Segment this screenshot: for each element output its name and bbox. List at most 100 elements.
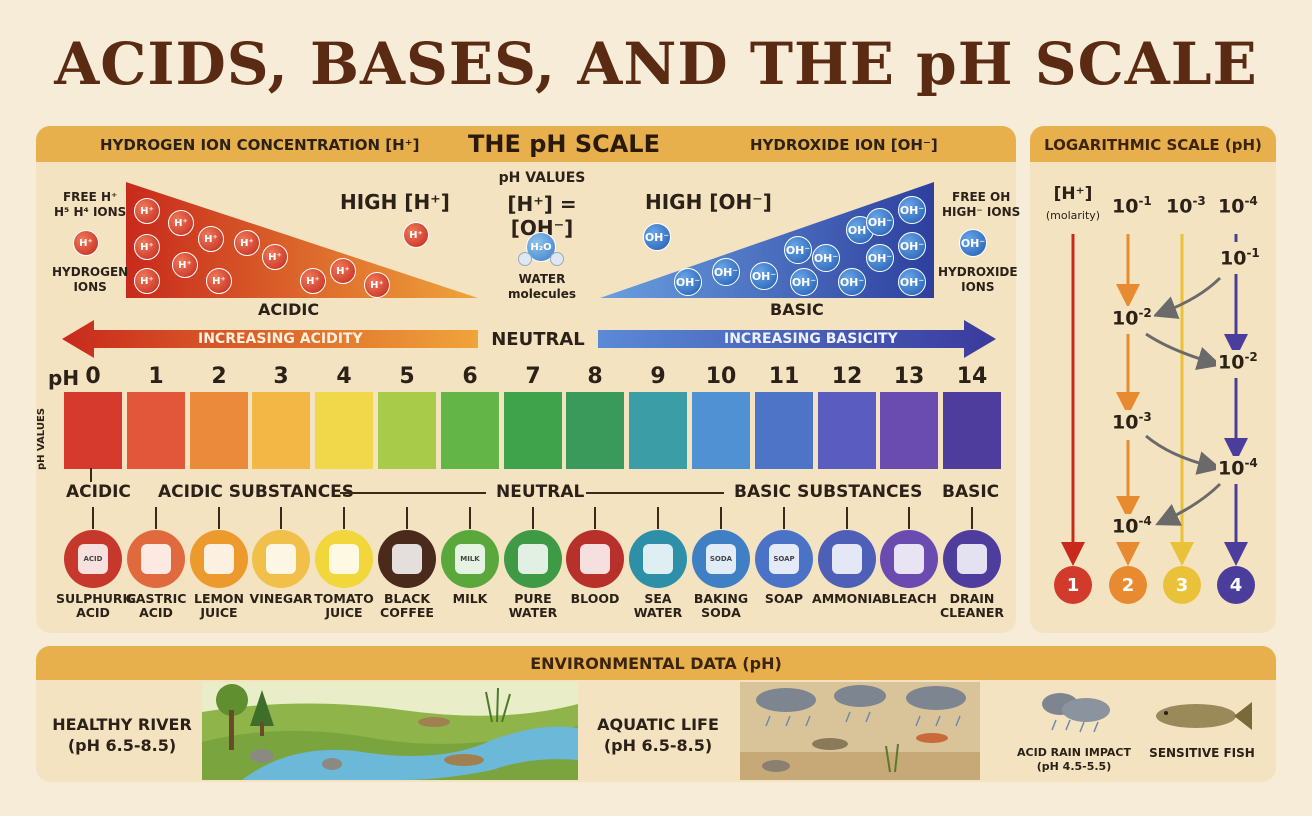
acid-rain-scene [740, 682, 980, 780]
coffee-cup-glyph [392, 544, 422, 574]
tomato-icon [315, 530, 373, 588]
ph-swatch-3 [252, 392, 310, 469]
ph-swatch-8 [566, 392, 624, 469]
log-h-label: [H⁺] [1053, 184, 1093, 204]
free-h-label: FREE H⁺ H⁵ H⁴ IONS [54, 190, 127, 219]
log-col1-3: 10-4 [1110, 514, 1154, 538]
category-acidic-substances: ACIDIC SUBSTANCES [158, 482, 355, 502]
h2o-text: H₂O [526, 232, 556, 262]
substance-label: BAKING SODA [693, 591, 749, 620]
molarity-label: (molarity) [1045, 209, 1101, 222]
substance-label: AMMONIA [812, 591, 882, 606]
substance-label: TOMATO JUICE [314, 591, 374, 620]
drain-cleaner-icon [943, 530, 1001, 588]
substance-tick [971, 507, 973, 529]
substance-label: MILK [452, 591, 488, 606]
acid-rain-label: ACID RAIN IMPACT (pH 4.5-5.5) [1017, 746, 1131, 773]
page-title: ACIDS, BASES, AND THE pH SCALE [54, 30, 1258, 98]
environment-header: ENVIRONMENTAL DATA (pH) [36, 646, 1276, 680]
neutral-equation: [H⁺] = [OH⁻] [507, 192, 577, 240]
ph-number-8: 8 [587, 364, 603, 389]
milk-bottle-glyph: MILK [455, 544, 485, 574]
log-col2-2: 10-2 [1216, 350, 1260, 374]
substance-tick [783, 507, 785, 529]
substance-tick [594, 507, 596, 529]
tomato-glyph [329, 544, 359, 574]
log-col2-1: 10-1 [1218, 246, 1262, 270]
log-col1-2: 10-3 [1110, 410, 1154, 434]
substance-tick [155, 507, 157, 529]
substance-tick [218, 507, 220, 529]
ph-swatch-11 [755, 392, 813, 469]
acidic-label: ACIDIC [258, 300, 320, 319]
ph-swatch-4 [315, 392, 373, 469]
log-circle-1: 1 [1054, 566, 1092, 604]
substance-tick [280, 507, 282, 529]
category-basic: BASIC [942, 482, 1000, 502]
vinegar-bottle-glyph [266, 544, 296, 574]
substance-tick [908, 507, 910, 529]
substance-tick [720, 507, 722, 529]
bleach-jug-icon [880, 530, 938, 588]
flask-icon [818, 530, 876, 588]
basicity-arrow [598, 320, 996, 358]
category-basic-substances: BASIC SUBSTANCES [734, 482, 923, 502]
substance-label: BLACK COFFEE [380, 591, 434, 620]
substance-label: LEMON JUICE [193, 591, 245, 620]
ph-swatch-0 [64, 392, 122, 469]
ph-swatch-2 [190, 392, 248, 469]
substance-tick [657, 507, 659, 529]
bleach-jug-glyph [894, 544, 924, 574]
neutral-label: NEUTRAL [491, 329, 585, 350]
high-h-label: HIGH [H⁺] [340, 190, 450, 214]
acid-bottle-glyph: ACID [78, 544, 108, 574]
ph-swatch-6 [441, 392, 499, 469]
soap-glyph: SOAP [769, 544, 799, 574]
substance-label: BLOOD [570, 591, 620, 606]
ph-number-5: 5 [399, 364, 415, 389]
substance-tick [406, 507, 408, 529]
ph-swatch-12 [818, 392, 876, 469]
log-arrows [1061, 234, 1248, 566]
water-drop-icon [504, 530, 562, 588]
hydrogen-ion-icon: H⁺ [330, 258, 356, 284]
lemon-glyph [204, 544, 234, 574]
log-circle-3: 3 [1163, 566, 1201, 604]
log-circle-2: 2 [1109, 566, 1147, 604]
hydroxide-ion-icon: OH⁻ [784, 236, 812, 264]
ph-scale-heading: THE pH SCALE [468, 130, 660, 158]
hydroxide-ion-icon: OH⁻ [790, 268, 818, 296]
hydroxide-ion-icon: OH⁻ [866, 208, 894, 236]
wave-icon [629, 530, 687, 588]
blood-tube-icon [566, 530, 624, 588]
hydrogen-ion-icon: H⁺ [168, 210, 194, 236]
log-scale-header: LOGARITHMIC SCALE (pH) [1030, 126, 1276, 162]
substance-label: SULPHURIC ACID [56, 591, 137, 620]
substance-label: BLEACH [881, 591, 937, 606]
hydrogen-ion-icon: H⁺ [300, 268, 326, 294]
log-circle-4: 4 [1217, 566, 1255, 604]
high-oh-label: HIGH [OH⁻] [645, 190, 772, 214]
hydroxide-ion-icon: OH⁻ [898, 232, 926, 260]
substance-label: SEA WATER [633, 591, 683, 620]
healthy-river-label: HEALTHY RIVER (pH 6.5-8.5) [52, 715, 192, 755]
ph-values-vertical-label: pH VALUES [36, 408, 47, 470]
sensitive-fish-label: SENSITIVE FISH [1149, 746, 1255, 760]
ph-swatch-5 [378, 392, 436, 469]
acid-bottle-icon: ACID [64, 530, 122, 588]
ph-scale-header-bar [36, 126, 1016, 162]
ph-number-3: 3 [273, 364, 289, 389]
substance-tick [469, 507, 471, 529]
ph-swatch-10 [692, 392, 750, 469]
hydrogen-ion-icon: H⁺ [262, 244, 288, 270]
river-scene [202, 682, 578, 780]
hydrogen-ion-icon: H⁺ [134, 234, 160, 260]
soda-box-icon: SODA [692, 530, 750, 588]
ph-number-11: 11 [768, 364, 800, 389]
ph-swatch-9 [629, 392, 687, 469]
hydroxide-ion-icon: OH⁻ [643, 223, 671, 251]
ph-number-6: 6 [462, 364, 478, 389]
hydroxide-ion-header: HYDROXIDE ION [OH⁻] [750, 136, 938, 154]
substance-tick [532, 507, 534, 529]
ph-values-label: pH VALUES [498, 170, 586, 186]
